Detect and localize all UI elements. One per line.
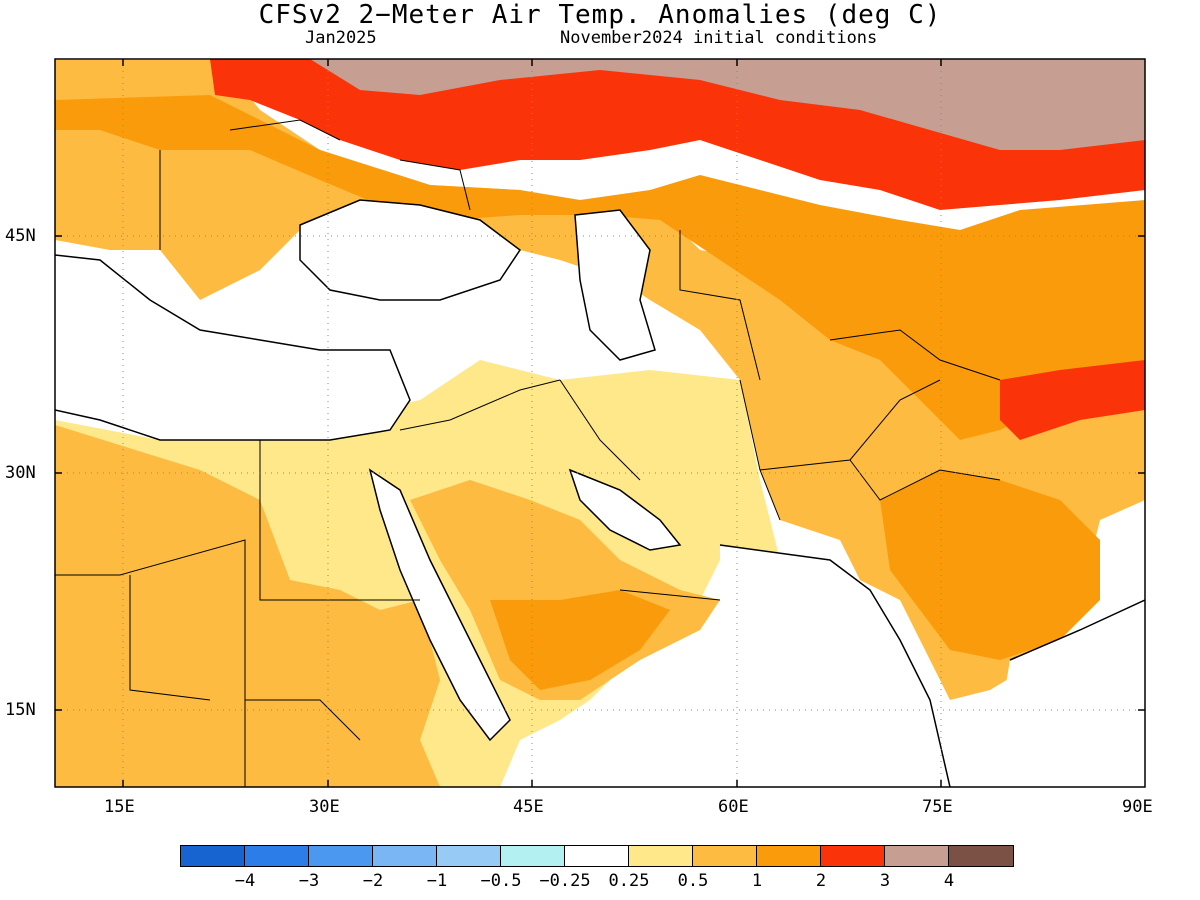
anomaly-band-2-arabia xyxy=(490,590,670,690)
colorbar-label: 0.5 xyxy=(677,871,709,891)
caspian-sea xyxy=(575,210,655,360)
lon-label-15e: 15E xyxy=(104,797,135,817)
colorbar-label: 3 xyxy=(879,871,891,891)
persian-gulf xyxy=(570,470,680,550)
colorbar-label: −3 xyxy=(298,871,320,891)
colorbar-label: 4 xyxy=(943,871,955,891)
bay-of-bengal xyxy=(1000,600,1145,787)
colorbar-swatch xyxy=(565,846,629,866)
colorbar-swatch xyxy=(245,846,309,866)
colorbar-label: 2 xyxy=(815,871,827,891)
red-sea xyxy=(370,470,510,740)
colorbar-swatch xyxy=(693,846,757,866)
valid-month: Jan2025 xyxy=(305,28,377,48)
country-borders xyxy=(55,119,1001,787)
colorbar-label: −0.25 xyxy=(539,871,591,891)
colorbar-swatch xyxy=(181,846,245,866)
colorbar-swatch xyxy=(501,846,565,866)
mediterranean-sea xyxy=(55,255,410,440)
coastlines xyxy=(55,199,1145,787)
anomaly-band-2-india xyxy=(880,470,1100,660)
colorbar-swatch xyxy=(757,846,821,866)
anomaly-band-2 xyxy=(55,95,1145,440)
colorbar-label: −4 xyxy=(234,871,256,891)
anomaly-band-4 xyxy=(310,59,1145,150)
colorbar-swatch xyxy=(949,846,1013,866)
colorbar-label: −0.5 xyxy=(480,871,522,891)
colorbar-swatch xyxy=(821,846,885,866)
gridlines xyxy=(55,59,1145,787)
lat-label-15n: 15N xyxy=(5,700,36,720)
axis-ticks xyxy=(55,59,1145,787)
arabian-sea xyxy=(600,545,950,787)
colorbar-swatch xyxy=(309,846,373,866)
colorbar-label: 0.25 xyxy=(608,871,650,891)
initial-conditions: November2024 initial conditions xyxy=(560,28,878,48)
colorbar-label: −2 xyxy=(362,871,384,891)
map-frame xyxy=(54,58,1146,788)
lat-label-30n: 30N xyxy=(5,463,36,483)
colorbar-swatch xyxy=(885,846,949,866)
colorbar-label: 1 xyxy=(751,871,763,891)
map-title: CFSv2 2−Meter Air Temp. Anomalies (deg C… xyxy=(258,0,942,30)
colorbar xyxy=(180,845,1014,867)
lon-label-90e: 90E xyxy=(1122,797,1153,817)
colorbar-label: −1 xyxy=(426,871,448,891)
anomaly-band-3-east xyxy=(1000,360,1145,440)
lon-label-30e: 30E xyxy=(309,797,340,817)
lat-label-45n: 45N xyxy=(5,226,36,246)
anomaly-band-1 xyxy=(55,425,440,787)
lon-label-75e: 75E xyxy=(922,797,953,817)
anomaly-band-1-east xyxy=(55,60,1145,700)
lon-label-60e: 60E xyxy=(718,797,749,817)
black-sea xyxy=(300,200,520,300)
colorbar-swatch xyxy=(629,846,693,866)
lon-label-45e: 45E xyxy=(513,797,544,817)
colorbar-swatch xyxy=(437,846,501,866)
colorbar-swatch xyxy=(373,846,437,866)
